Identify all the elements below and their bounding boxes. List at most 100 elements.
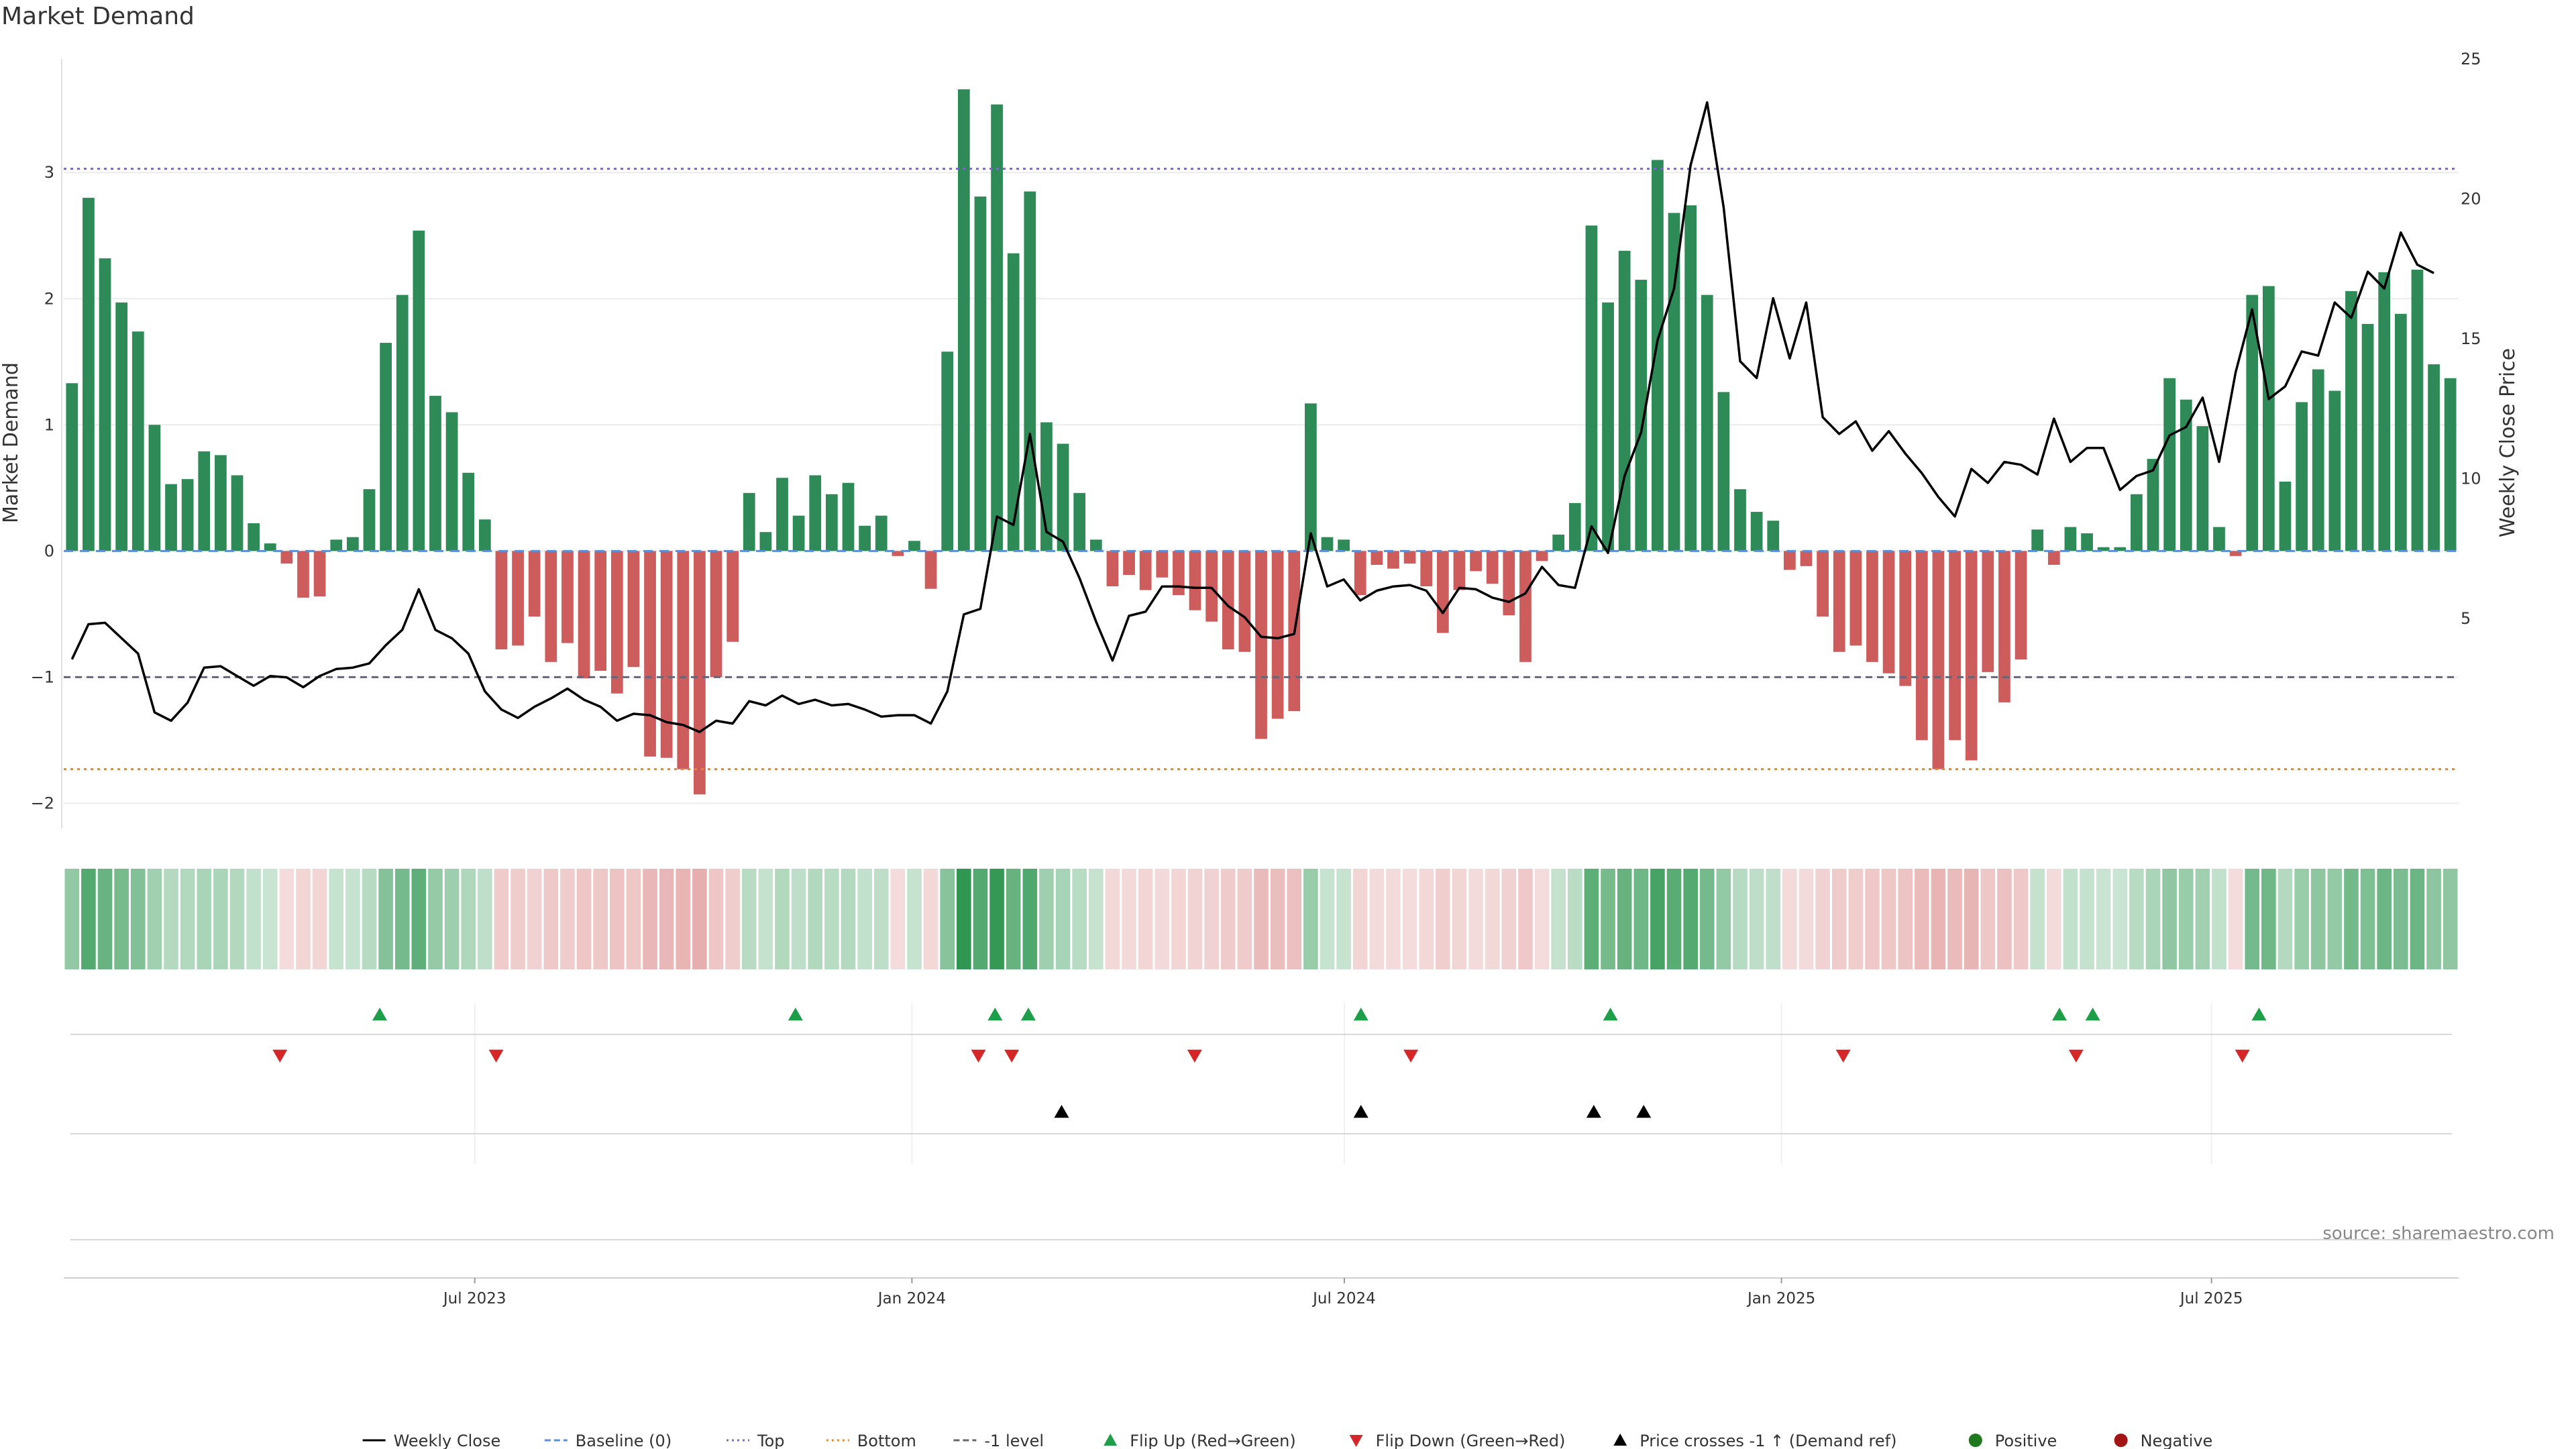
heat-strip-cell — [808, 869, 823, 969]
demand-bar — [2246, 294, 2259, 551]
demand-bar — [396, 294, 409, 551]
demand-bar — [1205, 551, 1218, 622]
demand-bar — [859, 525, 871, 551]
legend-key-triangle-up — [1104, 1434, 1118, 1446]
heat-strip-cell — [1683, 869, 1698, 969]
demand-bar — [148, 425, 161, 551]
page-title: Market Demand — [1, 3, 195, 30]
y2-tick-label: 10 — [2461, 470, 2481, 488]
demand-bar — [1568, 502, 1581, 551]
heat-strip-cell — [279, 869, 294, 969]
heat-strip-cell — [2145, 869, 2161, 969]
demand-bar — [743, 492, 755, 551]
heat-strip-cell — [2112, 869, 2128, 969]
demand-bar — [2064, 527, 2077, 551]
heat-strip-cell — [1187, 869, 1203, 969]
heat-strip-cell — [511, 869, 525, 969]
demand-bar — [115, 302, 128, 551]
demand-bar — [1734, 489, 1746, 551]
demand-bar — [1089, 539, 1102, 551]
heat-strip-cell — [362, 869, 377, 969]
heat-strip-cell — [1633, 869, 1649, 969]
demand-bar — [776, 478, 788, 551]
demand-bar — [991, 104, 1003, 551]
heat-strip-cell — [1336, 869, 1351, 969]
heat-strip-cell — [2080, 869, 2094, 969]
demand-bar — [2394, 313, 2407, 551]
flip-up-marker — [2052, 1008, 2067, 1021]
demand-bar — [1189, 551, 1201, 610]
heat-strip-cell — [1964, 869, 1979, 969]
heat-strip-cell — [907, 869, 922, 969]
heat-strip-cell — [1022, 869, 1038, 969]
heat-strip-cell — [1551, 869, 1566, 969]
heat-strip-cell — [1848, 869, 1864, 969]
heat-strip-cell — [1237, 869, 1252, 969]
heat-strip-cell — [1650, 869, 1665, 969]
heat-strip-cell — [676, 869, 691, 969]
demand-bar — [1156, 551, 1169, 578]
y-tick-label: 2 — [44, 289, 54, 308]
heat-strip-cell — [1831, 869, 1847, 969]
demand-bar — [1618, 250, 1631, 551]
y2-axis-label: Weekly Close Price — [2496, 348, 2520, 537]
demand-bar — [1321, 537, 1334, 551]
heat-strip-cell — [1699, 869, 1715, 969]
heat-strip-cell — [543, 869, 559, 969]
demand-bar — [1222, 551, 1234, 649]
demand-bar — [231, 475, 244, 551]
heat-strip-cell — [1270, 869, 1285, 969]
heat-strip-cell — [2228, 869, 2243, 969]
heat-strip-cell — [1799, 869, 1814, 969]
heat-strip-cell — [329, 869, 344, 969]
heat-strip-cell — [741, 869, 757, 969]
legend-key-triangle-up — [1613, 1434, 1627, 1446]
heat-strip-cell — [1039, 869, 1054, 969]
x-tick-label: Jan 2025 — [1746, 1290, 1815, 1307]
demand-bar — [330, 539, 343, 551]
demand-bar — [1403, 551, 1416, 564]
heat-strip-cell — [1733, 869, 1748, 969]
legend-key-dot — [1968, 1434, 1982, 1447]
demand-bar — [727, 551, 739, 642]
demand-bar — [2378, 272, 2391, 551]
heat-strip-cell — [164, 869, 178, 969]
heat-strip-cell — [262, 869, 278, 969]
demand-bar — [1866, 551, 1878, 662]
heat-strip-cell — [1601, 869, 1615, 969]
demand-bar — [1486, 551, 1499, 584]
demand-bar — [1354, 551, 1366, 596]
heat-strip-cell — [246, 869, 261, 969]
heat-strip-cell — [1452, 869, 1467, 969]
demand-bar — [1750, 512, 1763, 551]
heat-strip-cell — [1501, 869, 1517, 969]
heat-strip-cell — [1485, 869, 1500, 969]
heat-strip-cell — [1534, 869, 1550, 969]
flip-up-marker — [788, 1008, 803, 1021]
heat-strip-cell — [2030, 869, 2045, 969]
x-tick-label: Jan 2024 — [877, 1290, 946, 1307]
heat-strip-cell — [312, 869, 327, 969]
demand-bar — [1817, 551, 1829, 617]
heat-strip-cell — [444, 869, 460, 969]
heat-strip-cell — [478, 869, 492, 969]
heat-strip-cell — [2096, 869, 2111, 969]
demand-bar — [1238, 551, 1251, 652]
y2-tick-label: 20 — [2461, 190, 2481, 209]
y-tick-label: 3 — [44, 163, 54, 182]
heat-strip-cell — [1155, 869, 1170, 969]
demand-bar — [2047, 551, 2060, 566]
demand-bar — [66, 383, 78, 551]
demand-bar — [545, 551, 557, 662]
demand-bar — [1024, 191, 1036, 551]
heat-strip-cell — [2360, 869, 2375, 969]
demand-bar — [1338, 539, 1350, 551]
heat-strip-cell — [841, 869, 856, 969]
demand-bar — [1783, 551, 1796, 570]
heat-strip-cell — [2162, 869, 2177, 969]
heat-strip-cell — [1220, 869, 1236, 969]
demand-bar — [1057, 443, 1069, 551]
legend-item: Positive — [1968, 1432, 2057, 1449]
y-axis-label: Market Demand — [0, 362, 23, 523]
